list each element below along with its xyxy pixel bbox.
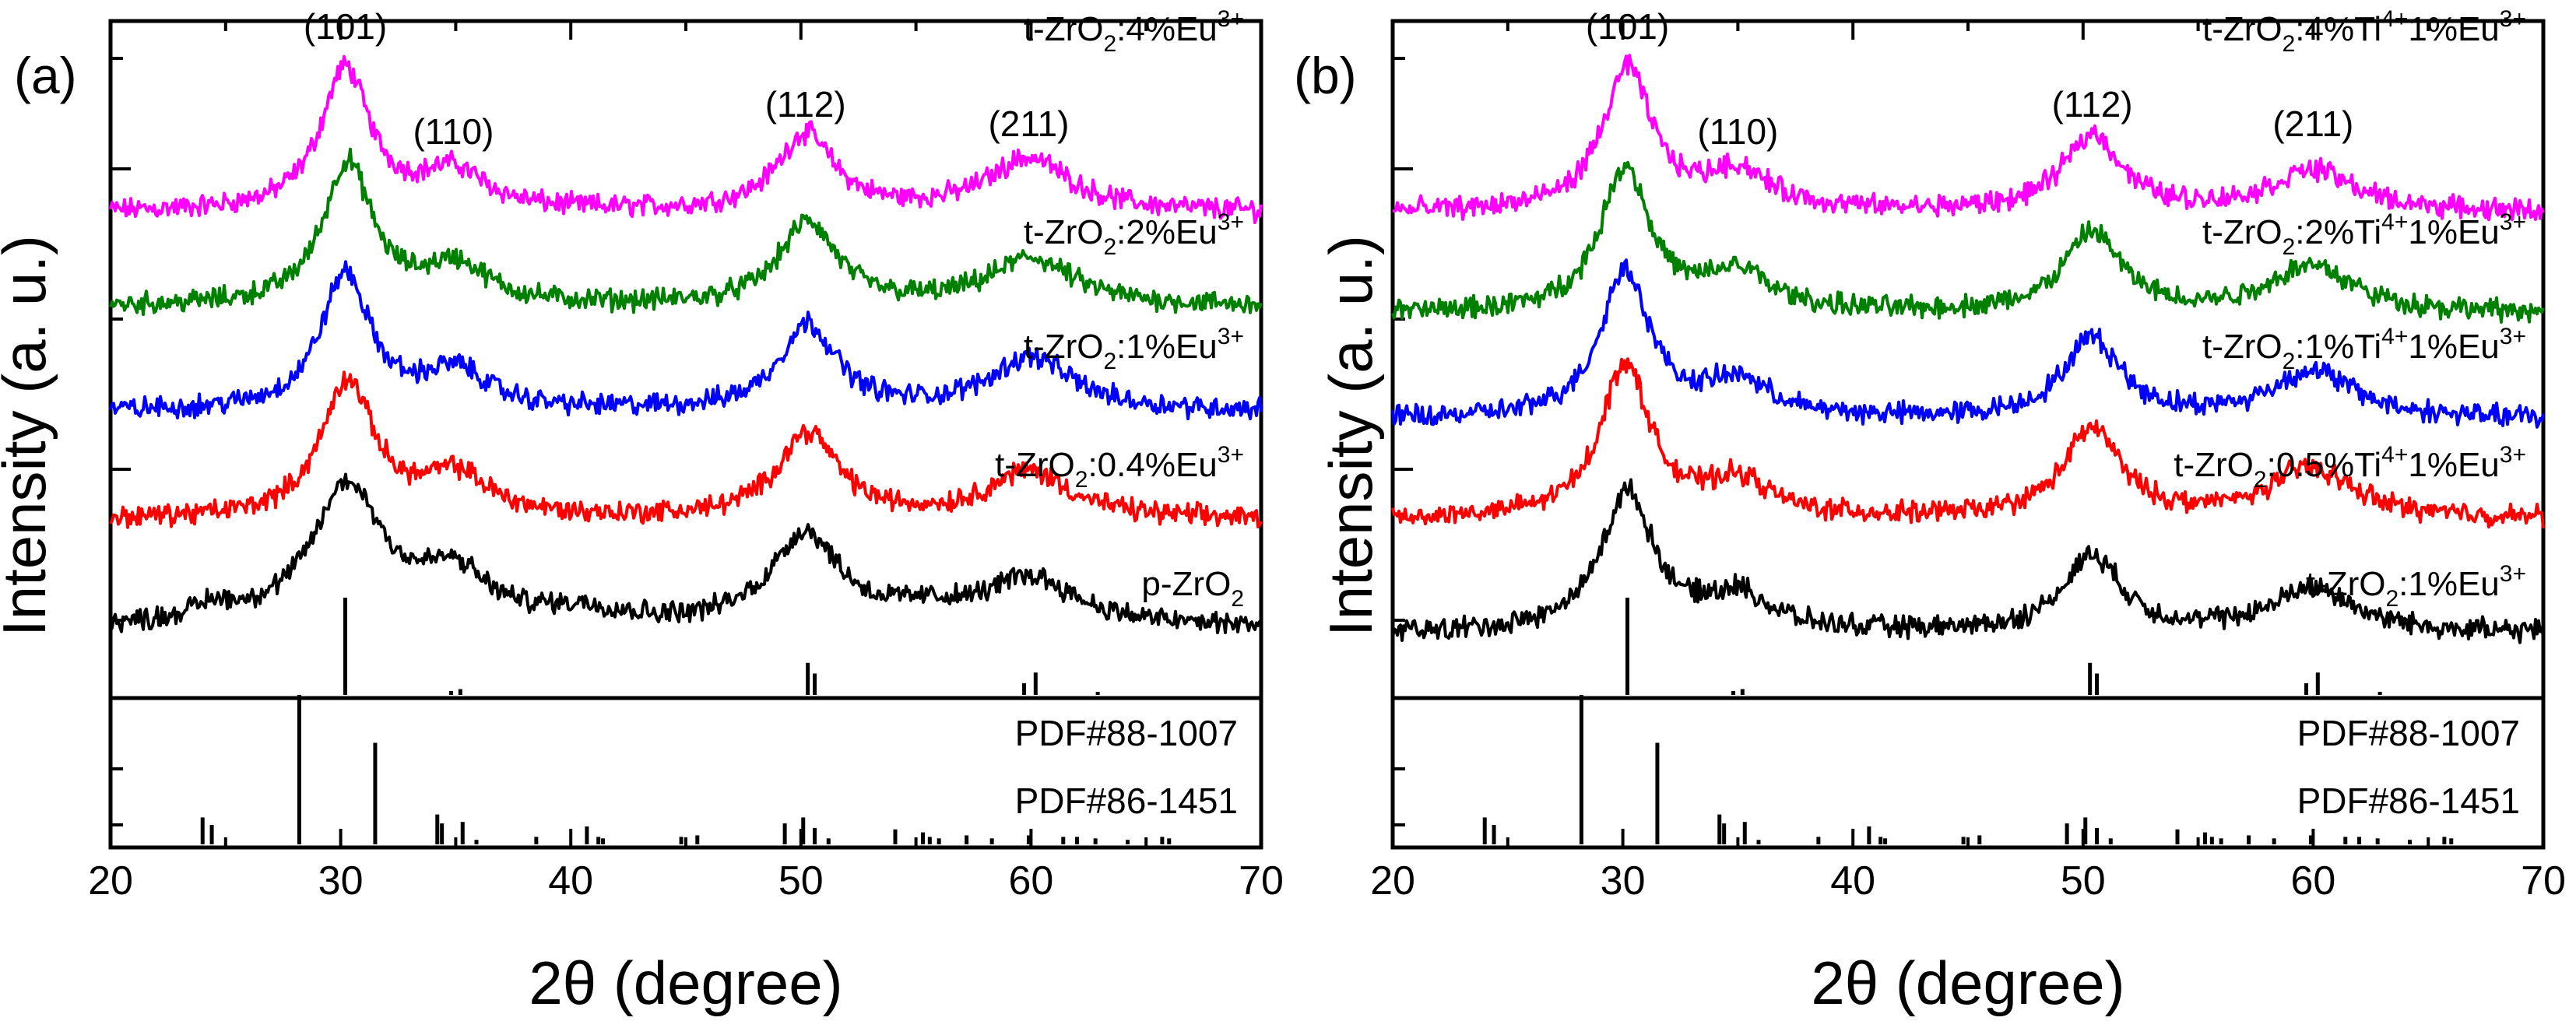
xrd-curve (109, 260, 1263, 421)
series-label-part: 4+ (2381, 209, 2408, 235)
series-label-part: 2 (1231, 586, 1244, 612)
series-label-part: 3+ (2500, 6, 2526, 32)
series-label-part: 2 (1103, 234, 1116, 260)
xrd-curve (1391, 160, 2545, 324)
series-label: t-ZrO2:1%Ti4+1%Eu3+ (2202, 324, 2526, 374)
reference-label: PDF#86-1451 (1015, 781, 1238, 821)
xrd-curve (109, 472, 1263, 634)
peak-label: (211) (2272, 104, 2353, 144)
series-label-part: 2 (1103, 31, 1116, 57)
series-label-part: t-ZrO (2174, 446, 2254, 484)
reference-label: PDF#88-1007 (1015, 713, 1238, 753)
peak-label: (211) (988, 104, 1069, 144)
series-label-part: t-ZrO (1024, 328, 1104, 366)
xrd-curve (109, 370, 1263, 529)
series-label-part: 3+ (1218, 209, 1244, 235)
series-label-part: 2 (2283, 349, 2296, 374)
xrd-curve (109, 147, 1263, 317)
series-label: t-ZrO2:2%Eu3+ (1024, 209, 1244, 260)
reference-label: PDF#86-1451 (2297, 781, 2520, 821)
series-label-part: 1%Eu (2408, 213, 2499, 251)
series-label-part: 1%Eu (2408, 446, 2499, 484)
y-axis-label: Intensity (a. u.) (0, 235, 58, 637)
x-axis-label: 2θ (degree) (529, 949, 842, 1017)
series-label-part: 3+ (2500, 561, 2526, 587)
series-label-part: t-ZrO (2202, 213, 2283, 251)
xrd-curve (1391, 357, 2545, 529)
peak-label: (101) (1586, 6, 1669, 47)
series-label-part: 2 (2283, 234, 2296, 260)
x-tick-label: 50 (778, 858, 824, 903)
series-label-part: 3+ (2500, 209, 2526, 235)
series-label: t-ZrO2:1%Eu3+ (2306, 561, 2526, 612)
series-label-part: 3+ (1218, 324, 1244, 349)
series-label-part: :1%Eu (1116, 328, 1218, 366)
series-label: t-ZrO2:4%Eu3+ (1024, 6, 1244, 57)
reference-label: PDF#88-1007 (2297, 713, 2520, 753)
series-label-part: 2 (2283, 31, 2296, 57)
series-label-part: :4%Ti (2295, 10, 2381, 48)
xrd-curve (1392, 54, 2545, 222)
series-label: t-ZrO2:0.5%Ti4+1%Eu3+ (2174, 442, 2526, 493)
series-label-part: t-ZrO (1024, 213, 1104, 251)
series-label-part: :2%Ti (2295, 213, 2381, 251)
series-label-part: :2%Eu (1116, 213, 1218, 251)
x-tick-label: 50 (2061, 858, 2106, 903)
series-label: t-ZrO2:4%Ti4+1%Eu3+ (2202, 6, 2526, 57)
series-label-part: 4+ (2381, 442, 2408, 468)
series-label-part: 4+ (2381, 324, 2408, 349)
panel-a: 20 30 40 50 60 70 2θ (degree) Intensity (a. u.)… (0, 6, 1284, 1017)
x-tick-label: 30 (318, 858, 364, 903)
peak-label: (110) (1697, 111, 1778, 152)
series-label-part: 3+ (1218, 6, 1244, 32)
series-label-part: 1%Eu (2408, 328, 2499, 366)
x-axis-label: 2θ (degree) (1811, 949, 2124, 1017)
x-tick-label: 20 (1370, 858, 1415, 903)
series-label-part: 1%Eu (2408, 10, 2499, 48)
peak-label: (110) (413, 111, 494, 152)
panel-label: (a) (14, 47, 77, 104)
xrd-curve (109, 54, 1263, 224)
x-tick-label: 70 (1239, 858, 1284, 903)
series-label-part: t-ZrO (2306, 565, 2386, 603)
panel-label: (b) (1294, 47, 1357, 104)
series-label-part: 2 (2385, 586, 2399, 612)
x-tick-label: 40 (548, 858, 593, 903)
x-tick-label: 60 (1008, 858, 1053, 903)
series-label: t-ZrO2:1%Eu3+ (1024, 324, 1244, 374)
series-label-part: :0.5%Ti (2267, 446, 2382, 484)
series-label: t-ZrO2:0.4%Eu3+ (995, 442, 1244, 493)
peak-label: (112) (2052, 84, 2133, 125)
x-tick-label: 70 (2521, 858, 2566, 903)
peak-label: (112) (765, 84, 846, 125)
series-label-part: t-ZrO (2202, 10, 2283, 48)
series-label: p-ZrO2 (1141, 565, 1244, 612)
series-label: t-ZrO2:2%Ti4+1%Eu3+ (2202, 209, 2526, 260)
xrd-curve (1391, 258, 2545, 429)
series-label-part: t-ZrO (995, 446, 1075, 484)
xrd-curve (1391, 478, 2545, 644)
peak-label: (101) (304, 6, 387, 47)
series-label-part: 2 (2254, 467, 2267, 493)
series-label-part: 3+ (2500, 324, 2526, 349)
series-label-part: 3+ (2500, 442, 2526, 468)
series-label-part: p-ZrO (1141, 565, 1231, 603)
y-axis-label: Intensity (a. u.) (1316, 235, 1385, 637)
series-label-part: :1%Eu (2399, 565, 2500, 603)
series-label-part: t-ZrO (2202, 328, 2283, 366)
series-label-part: 3+ (1218, 442, 1244, 468)
series-label-part: :1%Ti (2295, 328, 2381, 366)
x-tick-label: 40 (1830, 858, 1875, 903)
panel-b: 20 30 40 50 60 70 2θ (degree) Intensity (a. u.)… (1294, 6, 2566, 1017)
series-label-part: t-ZrO (1024, 10, 1104, 48)
x-tick-label: 20 (88, 858, 133, 903)
series-label-part: 2 (1103, 349, 1116, 374)
series-label-part: 2 (1075, 467, 1088, 493)
series-label-part: :4%Eu (1116, 10, 1218, 48)
series-label-part: :0.4%Eu (1088, 446, 1217, 484)
x-tick-label: 60 (2290, 858, 2335, 903)
x-tick-label: 30 (1601, 858, 1646, 903)
series-label-part: 4+ (2381, 6, 2408, 32)
